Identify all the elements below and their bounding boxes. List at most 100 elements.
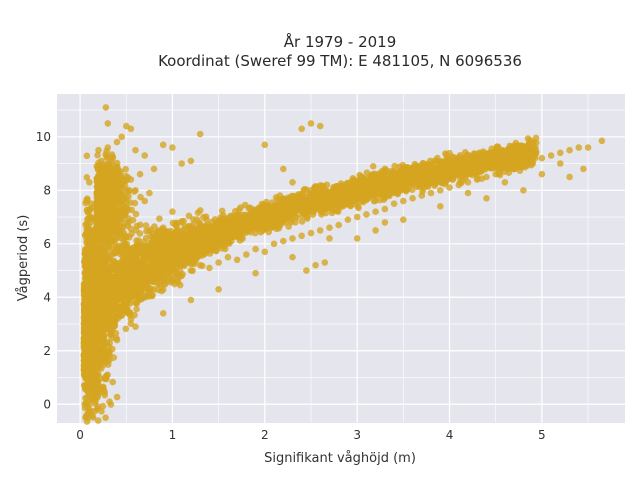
- data-point: [167, 265, 175, 272]
- data-point: [369, 175, 377, 183]
- data-point: [176, 230, 184, 237]
- data-point: [151, 223, 158, 230]
- data-point: [393, 177, 401, 184]
- data-point: [256, 219, 263, 227]
- data-point: [99, 353, 106, 360]
- data-point: [394, 189, 402, 197]
- data-point: [533, 139, 540, 147]
- data-point: [442, 158, 450, 165]
- data-point: [203, 216, 210, 223]
- data-point: [101, 374, 108, 382]
- data-point: [221, 245, 229, 253]
- data-point: [324, 199, 331, 207]
- data-point: [518, 153, 525, 161]
- data-point: [464, 151, 471, 159]
- data-point: [441, 180, 449, 188]
- data-point: [89, 414, 97, 421]
- data-point: [127, 320, 135, 328]
- data-point: [370, 189, 378, 197]
- data-point: [180, 226, 187, 233]
- data-point: [117, 307, 125, 314]
- data-point: [137, 288, 144, 295]
- data-point: [472, 170, 480, 178]
- data-point: [115, 283, 123, 291]
- data-point: [139, 265, 147, 273]
- data-point: [350, 190, 358, 197]
- data-point: [132, 279, 139, 286]
- data-point: [384, 190, 392, 198]
- data-point: [155, 251, 163, 259]
- data-point: [327, 191, 335, 198]
- data-point: [109, 278, 117, 286]
- data-point: [410, 173, 417, 181]
- data-point: [190, 221, 197, 228]
- data-point: [358, 189, 365, 196]
- data-point: [173, 220, 180, 227]
- data-point: [195, 219, 203, 226]
- data-point: [431, 182, 438, 189]
- data-point: [116, 260, 123, 268]
- data-point: [181, 255, 189, 262]
- chart-title-line-2: Koordinat (Sweref 99 TM): E 481105, N 60…: [158, 52, 522, 70]
- data-point: [193, 226, 201, 233]
- data-point: [449, 168, 457, 175]
- data-point: [369, 163, 377, 170]
- data-point: [143, 227, 150, 235]
- data-point: [269, 208, 277, 215]
- data-point: [210, 230, 217, 237]
- data-point: [532, 134, 540, 142]
- data-point: [287, 201, 295, 208]
- data-point: [479, 152, 487, 160]
- data-point: [526, 138, 533, 146]
- data-point: [122, 299, 130, 306]
- data-point: [108, 334, 115, 342]
- data-point: [168, 271, 176, 278]
- data-point: [106, 351, 113, 359]
- data-point: [172, 265, 180, 272]
- data-point: [128, 269, 135, 277]
- data-point: [471, 150, 479, 158]
- data-point: [425, 164, 432, 171]
- data-point: [99, 402, 107, 410]
- data-point: [372, 197, 379, 204]
- data-point: [300, 196, 308, 204]
- data-point: [355, 204, 362, 212]
- data-point: [126, 285, 134, 293]
- data-point: [104, 295, 112, 302]
- data-point: [434, 174, 442, 182]
- data-point: [241, 201, 249, 209]
- data-point: [419, 175, 426, 183]
- data-point: [298, 218, 306, 225]
- data-point: [341, 200, 349, 207]
- data-point: [137, 241, 144, 249]
- data-point: [232, 232, 239, 240]
- data-point: [291, 207, 298, 215]
- data-point: [223, 238, 231, 246]
- data-point: [85, 221, 92, 229]
- data-point: [122, 325, 130, 333]
- data-point: [486, 151, 493, 159]
- data-point: [274, 222, 282, 230]
- data-point: [91, 407, 99, 415]
- data-point: [263, 222, 270, 229]
- data-point: [290, 192, 297, 200]
- data-point: [209, 239, 217, 247]
- data-point: [358, 173, 365, 181]
- data-point: [176, 281, 184, 289]
- data-point: [151, 236, 158, 243]
- data-point: [154, 268, 162, 275]
- data-point: [173, 240, 181, 247]
- data-point: [116, 293, 123, 300]
- data-point: [337, 187, 344, 195]
- data-point: [379, 169, 387, 176]
- data-point: [185, 212, 193, 220]
- data-point: [140, 275, 147, 282]
- data-point: [431, 157, 438, 165]
- data-point: [240, 216, 247, 223]
- data-point: [113, 393, 121, 401]
- data-point: [528, 155, 536, 162]
- data-point: [360, 194, 368, 202]
- data-point: [380, 196, 388, 203]
- data-point: [218, 228, 226, 236]
